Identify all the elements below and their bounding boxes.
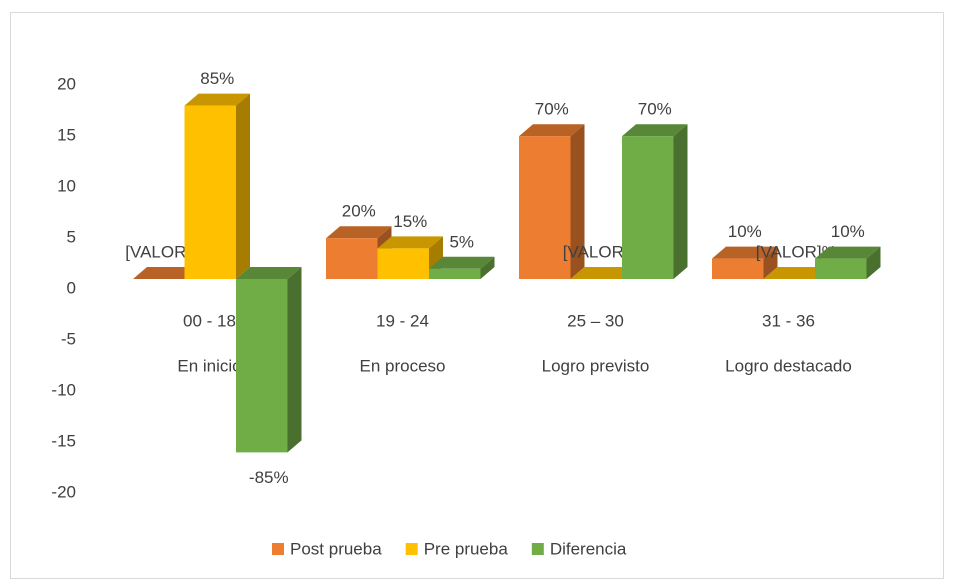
bar [377, 248, 429, 279]
x-tick-label: 31 - 36 [762, 311, 815, 330]
y-tick-label: 0 [67, 278, 76, 297]
bar-top [184, 93, 250, 106]
bar-side [236, 93, 250, 279]
legend-swatch [531, 543, 544, 555]
bar-top [712, 246, 778, 259]
bar [236, 279, 288, 453]
x-group-label: Logro previsto [542, 356, 650, 375]
bar-top [815, 246, 881, 259]
bar-top [326, 226, 392, 239]
bar-side [763, 246, 778, 279]
y-tick-label: 15 [57, 125, 76, 144]
bar-side [673, 124, 688, 279]
y-tick-label: 20 [57, 74, 76, 93]
bar-side [287, 267, 302, 453]
x-tick-label: 00 - 18 [183, 311, 236, 330]
bar-top [133, 267, 199, 279]
bar-side [570, 124, 585, 279]
data-label: 10% [831, 222, 865, 241]
data-label: 70% [638, 100, 672, 119]
bar-top [622, 124, 688, 137]
y-tick-label: -20 [51, 482, 76, 501]
bar-top [519, 124, 585, 137]
data-label: 15% [393, 212, 427, 231]
bar [712, 258, 764, 279]
data-label: 70% [535, 100, 569, 119]
legend-label: Pre prueba [424, 539, 509, 558]
data-label: 85% [200, 69, 234, 88]
data-label: 5% [449, 232, 474, 251]
x-group-label: Logro destacado [725, 356, 852, 375]
y-tick-label: -10 [51, 380, 76, 399]
legend-label: Post prueba [290, 539, 382, 558]
x-group-label: En proceso [360, 356, 446, 375]
data-label: 10% [728, 222, 762, 241]
data-label: -85% [249, 468, 289, 487]
y-tick-label: -15 [51, 431, 76, 450]
bar-top [236, 267, 302, 279]
legend-swatch [272, 543, 284, 555]
bar-top [763, 267, 829, 279]
bar-side [480, 256, 495, 279]
y-tick-label: 5 [67, 227, 76, 246]
bar [815, 258, 867, 279]
data-label: 20% [342, 202, 376, 221]
bar [519, 136, 571, 279]
chart-border [10, 12, 944, 579]
bar [622, 136, 674, 279]
x-tick-label: 19 - 24 [376, 311, 429, 330]
bar-top [377, 236, 443, 249]
data-label: [VALOR]% [756, 242, 837, 261]
bar [184, 105, 236, 279]
legend-swatch [405, 543, 418, 555]
bar-top [429, 256, 495, 269]
legend-label: Diferencia [550, 539, 627, 558]
y-tick-label: 10 [57, 176, 76, 195]
x-group-label: En inicio [177, 356, 241, 375]
bar-top [570, 267, 636, 279]
y-tick-label: -5 [61, 329, 76, 348]
bar [429, 268, 481, 279]
bar [326, 238, 378, 279]
bar-side [866, 246, 881, 279]
x-tick-label: 25 – 30 [567, 311, 624, 330]
